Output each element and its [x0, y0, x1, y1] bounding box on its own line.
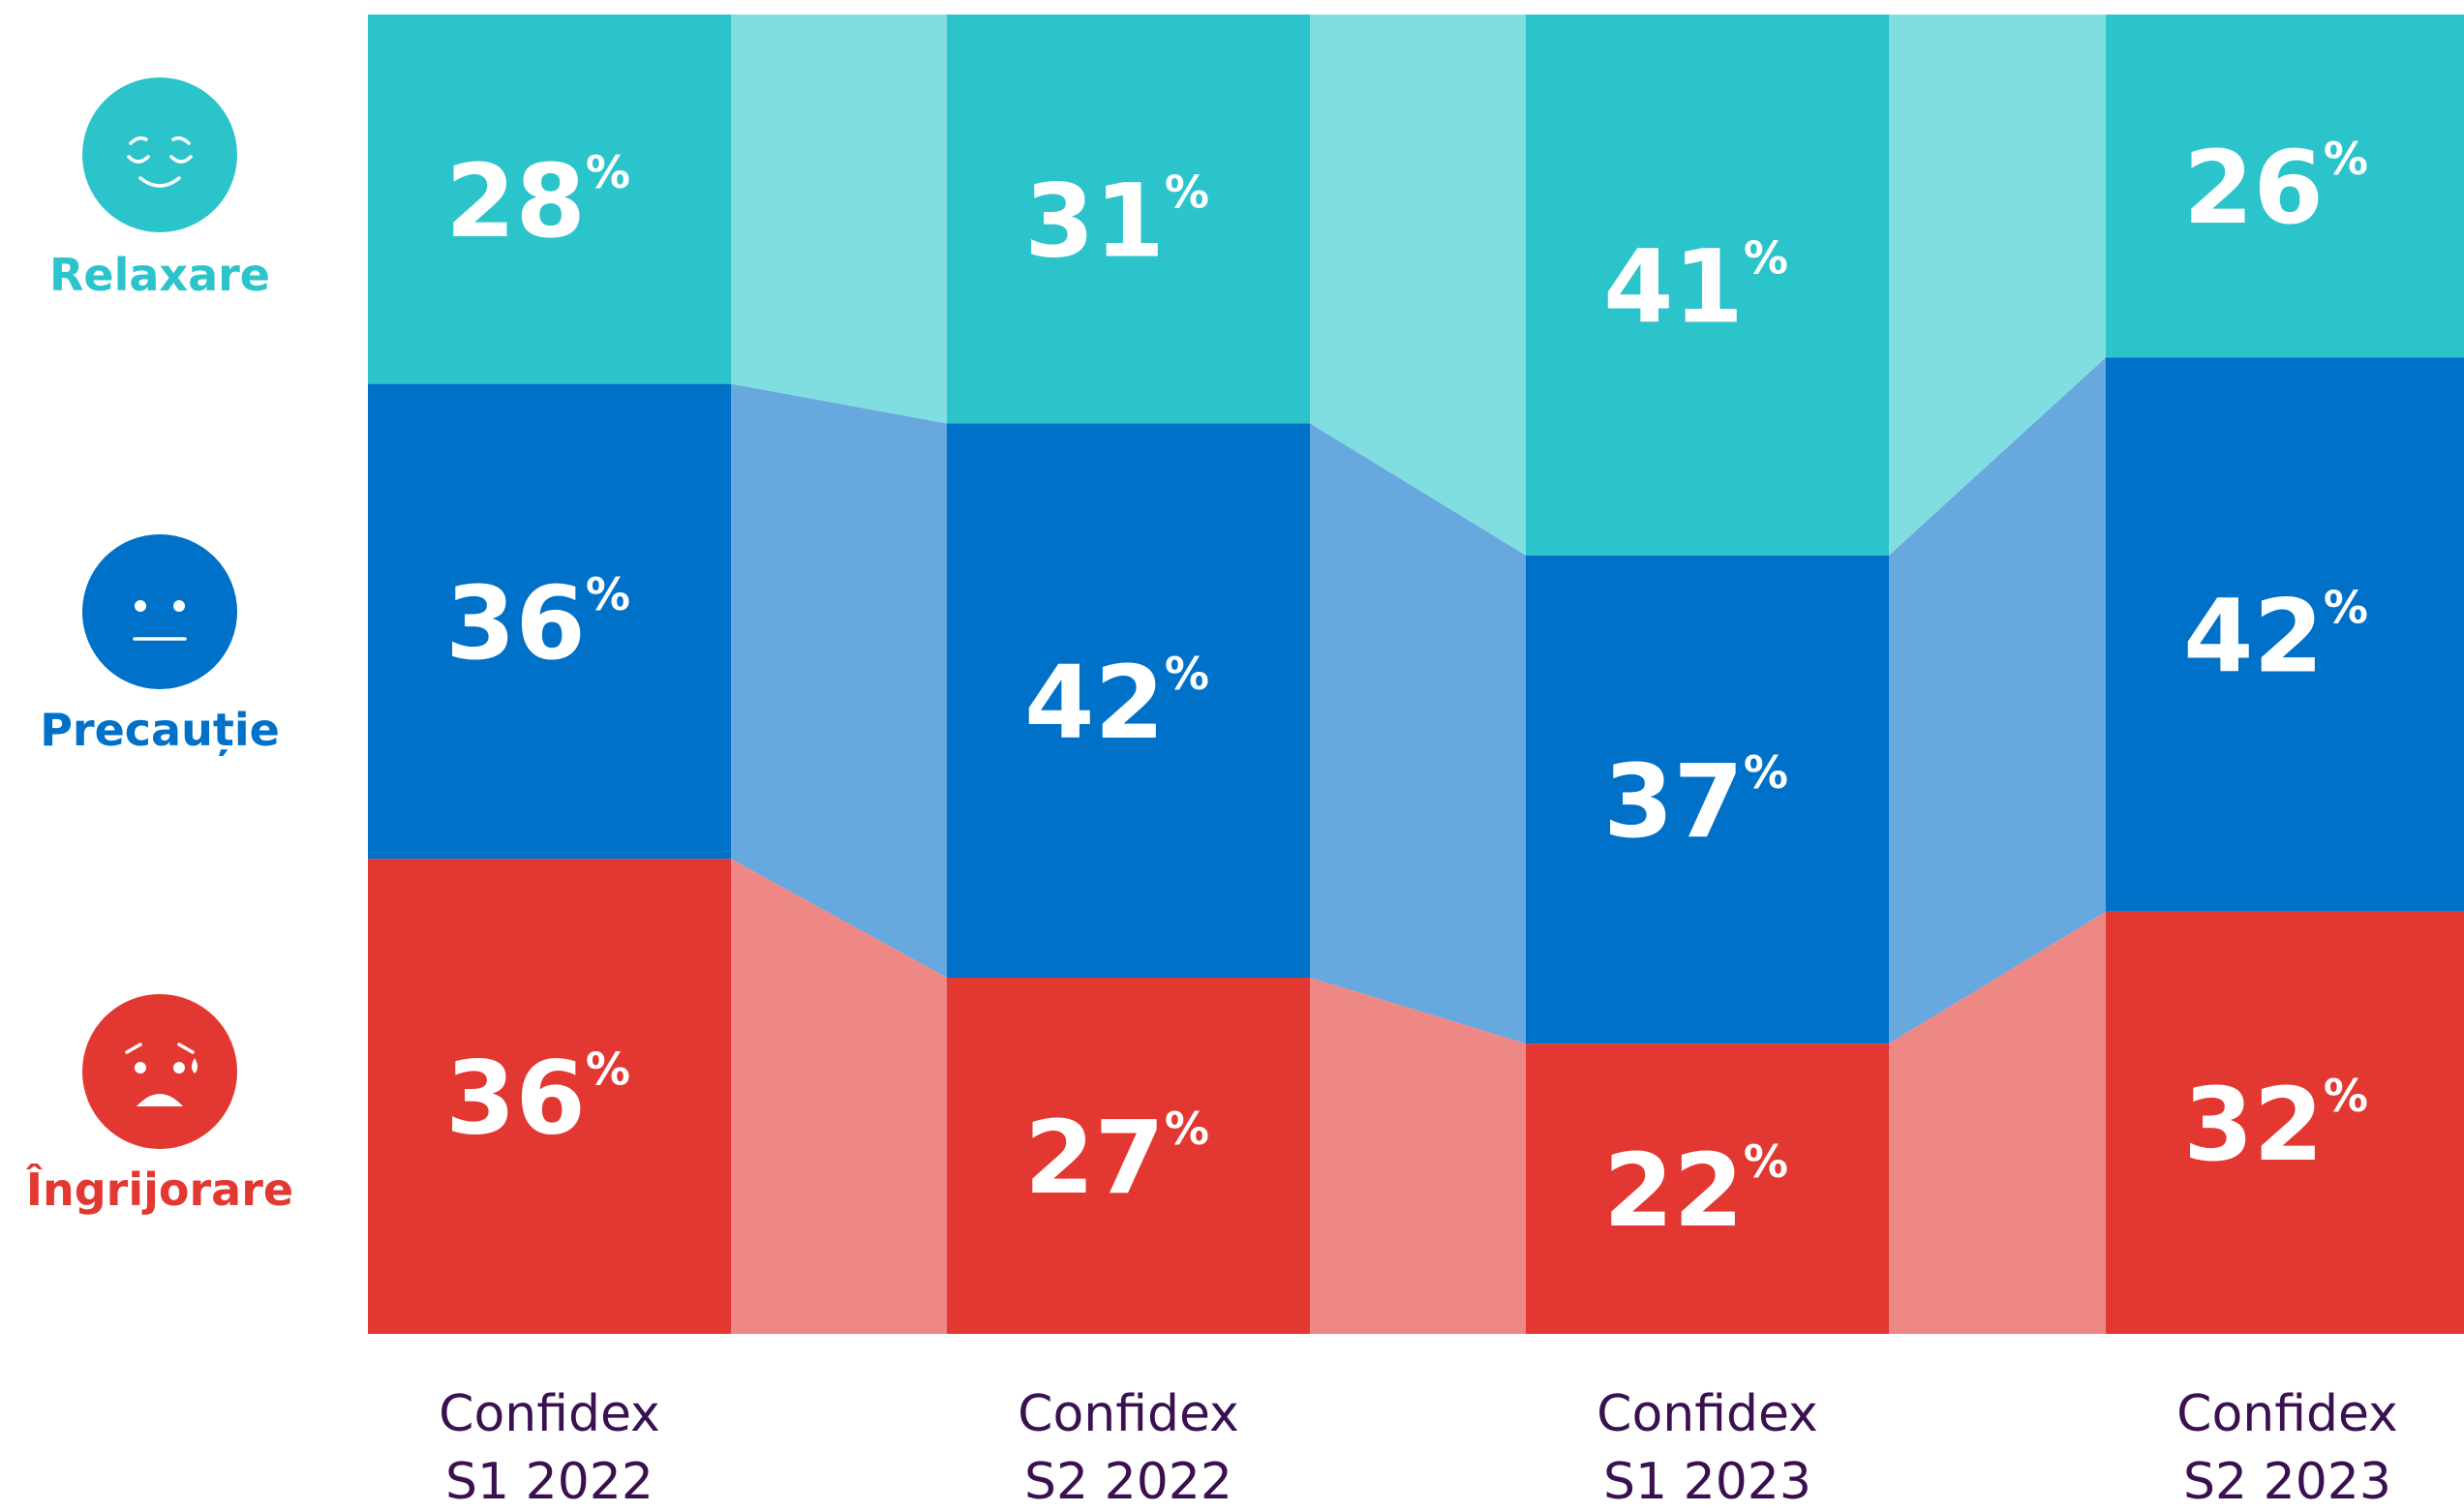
connector-relaxare-2-3: [1310, 15, 1526, 556]
bar-precautie-1: [368, 383, 731, 860]
category-label-1: Confidex S1 2022: [439, 1385, 660, 1511]
bar-segments: [368, 15, 2464, 1334]
connector-relaxare-3-4: [1889, 15, 2106, 556]
neutral-face-icon: [82, 534, 237, 689]
bar-relaxare-3: [1526, 15, 1889, 556]
category-label-3: Confidex S1 2023: [1597, 1385, 1818, 1511]
category-label-4: Confidex S2 2023: [2176, 1385, 2398, 1511]
bar-ingrijorare-1: [368, 859, 731, 1334]
value-label-precautie-4: 42%: [2183, 578, 2368, 696]
worried-face-icon: [82, 994, 237, 1149]
connector-bands: [731, 15, 2106, 1334]
value-label-precautie-2: 42%: [1024, 644, 1209, 762]
value-label-ingrijorare-2: 27%: [1024, 1099, 1209, 1217]
bar-precautie-3: [1526, 555, 1889, 1044]
category-labels: Confidex S1 2022 Confidex S2 2022 Confidex S1…: [439, 1385, 2398, 1511]
value-label-precautie-1: 36%: [445, 564, 630, 682]
legend-label-ingrijorare: Îngrijorare: [26, 1164, 293, 1216]
value-labels: 28% 31% 41% 26% 36% 42% 37% 42% 36% 27% 22% 32%: [445, 129, 2368, 1250]
bar-relaxare-2: [947, 15, 1310, 424]
bar-ingrijorare-4: [2106, 911, 2464, 1334]
value-label-relaxare-1: 28%: [445, 142, 630, 260]
bar-relaxare-4: [2106, 15, 2464, 358]
legend-label-relaxare: Relaxare: [49, 249, 270, 301]
legend-label-precautie: Precauție: [40, 704, 280, 756]
value-label-relaxare-3: 41%: [1603, 227, 1788, 346]
relaxed-face-icon: [82, 77, 237, 232]
bar-ingrijorare-3: [1526, 1043, 1889, 1334]
bar-precautie-2: [947, 423, 1310, 978]
connector-ingrijorare-2-3: [1310, 977, 1526, 1334]
bar-ingrijorare-2: [947, 977, 1310, 1334]
value-label-ingrijorare-3: 22%: [1603, 1132, 1788, 1250]
bar-precautie-4: [2106, 357, 2464, 912]
connector-precautie-2-3: [1310, 423, 1526, 1044]
value-label-relaxare-4: 26%: [2183, 129, 2368, 247]
connector-ingrijorare-3-4: [1889, 911, 2106, 1334]
connector-precautie-1-2: [731, 383, 947, 978]
connector-relaxare-1-2: [731, 15, 947, 424]
category-label-2: Confidex S2 2022: [1018, 1385, 1239, 1511]
connector-ingrijorare-1-2: [731, 859, 947, 1334]
value-label-ingrijorare-4: 32%: [2183, 1066, 2368, 1184]
value-label-relaxare-2: 31%: [1024, 162, 1209, 280]
connector-precautie-3-4: [1889, 357, 2106, 1044]
value-label-precautie-3: 37%: [1603, 742, 1788, 861]
legend: Relaxare Precauție Îngrijorare: [26, 77, 293, 1216]
bar-relaxare-1: [368, 15, 731, 384]
value-label-ingrijorare-1: 36%: [445, 1040, 630, 1158]
